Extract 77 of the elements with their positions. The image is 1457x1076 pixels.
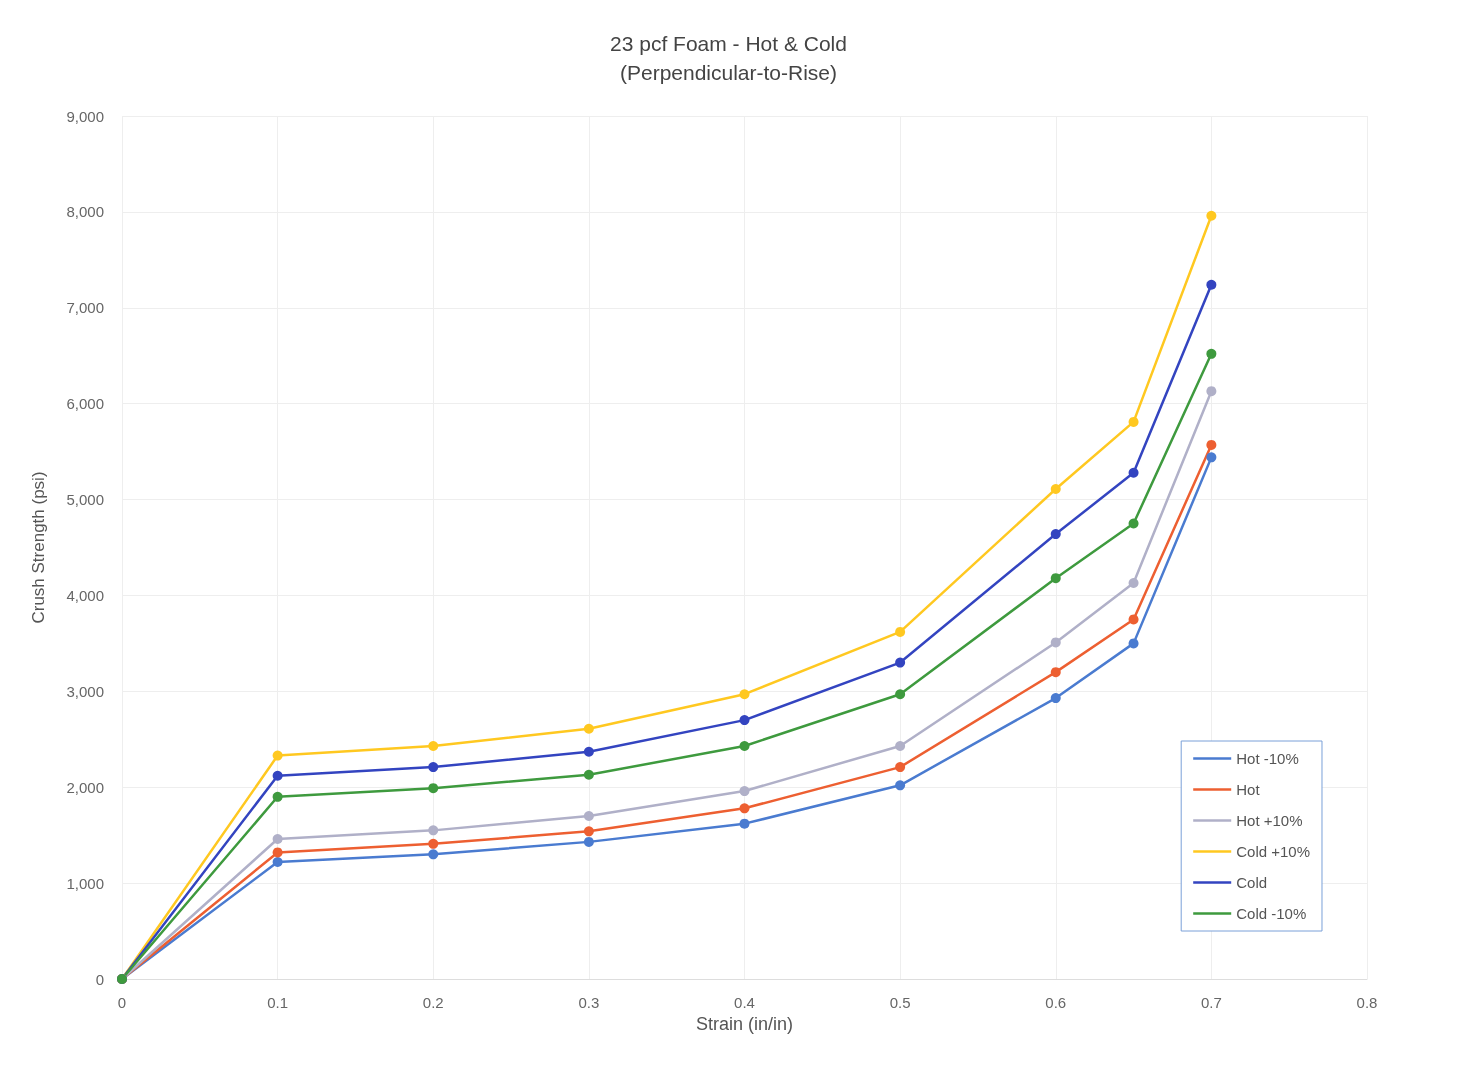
point [1128,614,1139,625]
x-tick-label: 0.4 [734,994,755,1011]
x-tick-label: 0.3 [578,994,600,1011]
point [272,857,283,868]
point [1206,210,1217,221]
point [895,689,906,700]
y-tick-label: 6,000 [66,395,104,413]
point [272,847,283,858]
point [272,750,283,761]
point [428,838,439,849]
x-tick-label: 0.2 [422,994,444,1011]
y-tick-label: 9,000 [66,107,104,125]
y-tick-label: 7,000 [66,299,104,317]
y-tick-label: 5,000 [66,491,104,509]
legend-label: Cold [1236,874,1268,891]
point [739,740,750,751]
x-axis-title: Strain (in/in) [695,1013,794,1034]
point [1050,637,1061,648]
x-tick-label: 0.1 [267,994,289,1011]
legend-label: Cold -10% [1236,905,1307,922]
legend-label: Hot -10% [1236,750,1299,767]
point [895,762,906,773]
point [1050,667,1061,678]
point [1050,484,1061,494]
point [1128,467,1139,478]
point [428,849,439,860]
point [1206,452,1217,463]
chart-title: 23 pcf Foam - Hot & Cold [610,32,847,55]
point [428,762,439,773]
point [895,780,906,791]
point [739,786,750,797]
x-tick-label: 0 [117,994,127,1011]
y-tick-label: 3,000 [66,682,104,700]
point [428,783,439,794]
point [1050,693,1061,704]
y-tick-label: 8,000 [66,203,104,221]
point [1128,518,1139,529]
point [1206,439,1217,450]
point [1128,577,1139,588]
point [583,836,594,847]
point [1128,638,1139,649]
x-tick-label: 0.8 [1356,994,1378,1011]
x-tick-label: 0.7 [1200,994,1222,1011]
point [895,657,906,668]
point [428,825,439,836]
legend-label: Hot +10% [1236,812,1303,829]
point [739,689,750,700]
point [583,826,594,837]
point [583,810,594,821]
y-tick-label: 2,000 [66,778,104,796]
point [583,723,594,734]
point [895,626,906,637]
point [583,746,594,757]
point [583,769,594,780]
point [1206,348,1217,359]
point [1128,416,1139,427]
y-tick-label: 1,000 [66,874,104,892]
point [272,834,283,844]
y-axis-title: Crush Strength (psi) [29,471,48,624]
point [739,715,750,726]
point [272,791,283,802]
point [739,803,750,814]
x-tick-label: 0.6 [1045,994,1067,1011]
legend-label: Cold +10% [1236,843,1311,860]
point [895,740,906,751]
chart-subtitle: (Perpendicular-to-Rise) [619,61,838,84]
x-tick-label: 0.5 [889,994,911,1011]
y-tick-label: 0 [95,970,104,988]
point [1050,529,1061,540]
point [739,818,750,829]
y-tick-label: 4,000 [66,586,104,604]
point [1206,279,1217,290]
point [1206,386,1217,397]
legend-label: Hot [1236,781,1261,798]
point [428,740,439,751]
point [272,770,283,781]
point [1050,573,1061,584]
